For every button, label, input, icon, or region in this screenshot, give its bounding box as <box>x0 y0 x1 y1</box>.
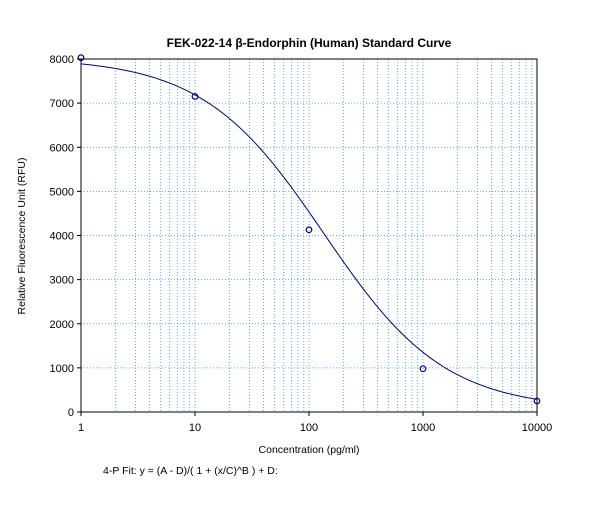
x-tick-label: 100 <box>300 422 318 434</box>
x-tick-label: 10000 <box>522 422 553 434</box>
fit-equation: 4-P Fit: y = (A - D)/( 1 + (x/C)^B ) + D… <box>103 465 278 477</box>
data-point <box>77 54 85 62</box>
x-axis-title: Concentration (pg/ml) <box>259 444 360 456</box>
data-point <box>419 365 427 373</box>
data-points <box>77 54 541 405</box>
fit-curve-line <box>80 63 538 400</box>
y-axis-title: Relative Fluorescence Unit (RFU) <box>16 158 28 315</box>
y-tick-label: 2000 <box>50 319 74 331</box>
x-tick-label: 1000 <box>411 422 435 434</box>
y-tick-label: 4000 <box>50 231 74 243</box>
data-point <box>533 397 541 405</box>
fit-curve <box>80 63 538 400</box>
grid-lines <box>81 59 537 412</box>
y-tick-label: 3000 <box>50 275 74 287</box>
chart-title: FEK-022-14 β-Endorphin (Human) Standard … <box>167 36 452 50</box>
y-tick-label: 8000 <box>50 54 74 66</box>
data-point <box>305 226 313 234</box>
y-tick-label: 6000 <box>50 142 74 154</box>
y-tick-label: 1000 <box>50 363 74 375</box>
x-tick-label: 10 <box>189 422 201 434</box>
y-tick-label: 5000 <box>50 186 74 198</box>
x-tick-label: 1 <box>78 422 84 434</box>
axis-ticks: 1 10 100 1000 10000 0 1000 2000 3000 4000 5000 6000… <box>50 54 553 434</box>
data-point <box>191 93 199 100</box>
y-tick-label: 7000 <box>50 98 74 110</box>
y-tick-label: 0 <box>68 407 74 419</box>
